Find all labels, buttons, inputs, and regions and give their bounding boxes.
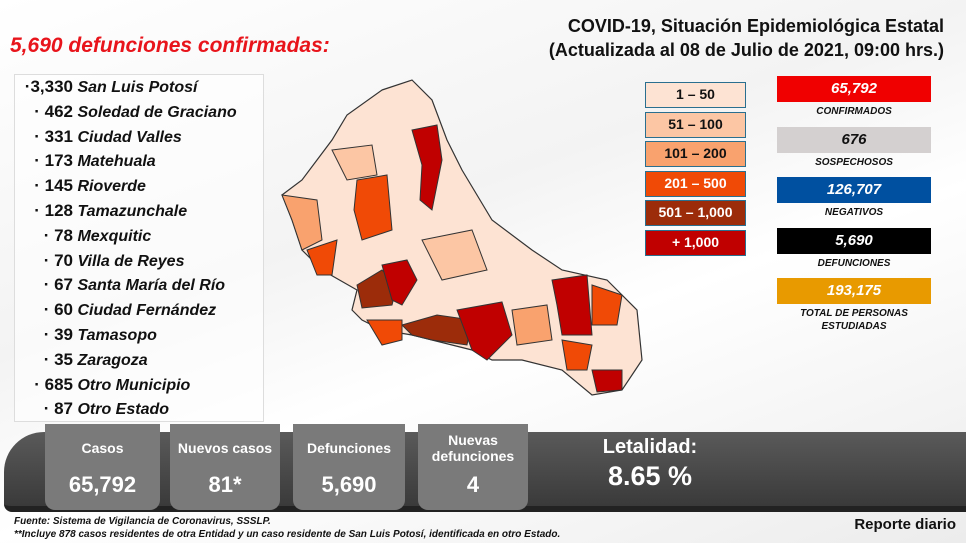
deaths-label: Defunciones [306,440,391,456]
lethality-label: Letalidad: [602,436,698,458]
region-rioverde [366,319,403,346]
stat-value: 676 [777,126,931,153]
death-count: · 128 [34,201,73,220]
municipality-row: · 39 Tamasopo [21,325,157,345]
stat-value: 126,707 [777,177,931,203]
municipality-row: · 462 Soledad de Graciano [21,101,237,122]
stat-label: TOTAL DE PERSONAS ESTUDIADAS [800,308,908,332]
municipality-row: · 67 Santa María del Río [21,275,225,295]
death-count: · 685 [34,374,73,394]
municipality-row: · 70 Villa de Reyes [21,250,185,271]
deaths-by-municipality-list: ·3,330 San Luis Potosí · 462 Soledad de G… [14,74,264,422]
municipality-name: Santa María del Río [77,277,226,295]
region-west [281,194,323,251]
region-mid1 [421,229,488,281]
new-cases-label: Nuevos casos [177,440,273,456]
stat-label: CONFIRMADOS [816,106,892,117]
death-count: · 78 [43,225,73,245]
region-huasteca [511,304,553,346]
municipality-name: Villa de Reyes [77,252,185,270]
municipality-row: · 60 Ciudad Fernández [21,300,216,320]
death-count: · 87 [43,399,73,419]
stat-value: 5,690 [777,227,931,254]
legend-item: 1 – 50 [645,82,746,108]
new-cases-value: 81* [208,472,242,497]
municipality-row: · 128 Tamazunchale [21,201,187,221]
source-note: Fuente: Sistema de Vigilancia de Coronav… [14,516,271,527]
page-header: COVID-19, Situación Epidemiológica Estat… [549,14,944,62]
header-line-1: COVID-19, Situación Epidemiológica Estat… [567,16,944,36]
legend-item: 201 – 500 [645,170,746,197]
region-villa-reyes [401,314,473,346]
death-count: · 39 [43,325,73,344]
region-tamazunchale [591,369,623,393]
death-count: · 35 [43,349,73,369]
municipality-name: Soledad de Graciano [77,103,237,121]
footnote: **Incluye 878 casos residentes de otra E… [14,529,561,540]
municipality-name: Tamazunchale [77,203,188,220]
municipality-row: · 78 Mexquitic [21,225,152,246]
new-deaths-card: Nuevas defunciones 4 [418,424,528,510]
municipality-row: · 145 Rioverde [21,176,146,196]
death-count: · 60 [43,300,73,320]
municipality-name: Mexquitic [77,227,152,245]
region-east-orange [591,284,623,326]
legend-item: 101 – 200 [645,141,746,167]
death-count: ·3,330 [24,77,73,96]
municipality-row: ·3,330 San Luis Potosí [21,77,198,97]
legend-item: + 1,000 [645,229,746,256]
region-matehuala [411,124,443,211]
municipality-name: Ciudad Fernández [77,302,217,320]
death-count: · 173 [34,151,73,171]
municipality-row: · 173 Matehuala [21,151,156,171]
region-mid2 [331,144,378,181]
cases-label: Casos [81,440,124,456]
death-count: · 70 [43,250,73,270]
stat-value: 65,792 [777,76,931,102]
region-valles [551,274,593,336]
municipality-row: · 685 Otro Municipio [21,375,190,395]
new-cases-card: Nuevos casos 81* [170,424,280,510]
region-north-orange [353,174,393,241]
region-mid3 [561,339,593,371]
region-west2 [306,239,338,276]
municipality-name: Ciudad Valles [77,128,182,146]
death-count: · 331 [34,126,73,146]
municipality-row: · 331 Ciudad Valles [21,127,182,147]
new-deaths-label: Nuevas defunciones [431,432,515,464]
municipality-name: Rioverde [77,178,146,196]
new-deaths-value: 4 [466,472,480,497]
lethality: Letalidad: 8.65 % [560,436,740,492]
region-slp [381,259,418,306]
header-line-2: (Actualizada al 08 de Julio de 2021, 09:… [548,40,944,60]
municipality-name: Matehuala [77,153,156,171]
legend-item: 501 – 1,000 [645,200,746,226]
municipality-name: Otro Estado [77,401,170,419]
municipality-name: San Luis Potosí [77,79,198,96]
stat-label: DEFUNCIONES [817,257,891,269]
legend-item: 51 – 100 [645,111,746,138]
municipality-row: · 35 Zaragoza [21,350,148,370]
municipality-name: Otro Municipio [77,376,191,394]
deaths-card: Defunciones 5,690 [293,424,405,510]
municipality-name: Tamasopo [77,327,157,344]
stat-value: 193,175 [777,278,931,304]
cases-value: 65,792 [68,472,137,497]
deaths-value: 5,690 [321,472,377,497]
lethality-value: 8.65 % [607,461,693,491]
death-count: · 462 [34,101,73,121]
cases-card: Casos 65,792 [45,424,160,510]
municipality-name: Zaragoza [77,351,148,369]
municipality-row: · 87 Otro Estado [21,399,169,419]
stat-label: SOSPECHOSOS [815,156,893,168]
death-count: · 67 [43,275,73,295]
report-label: Reporte diario [854,516,956,533]
region-soledad [456,301,513,361]
death-count: · 145 [34,176,73,196]
state-map [281,79,643,396]
stat-label: NEGATIVOS [824,207,884,218]
deaths-title: 5,690 defunciones confirmadas: [10,34,330,57]
